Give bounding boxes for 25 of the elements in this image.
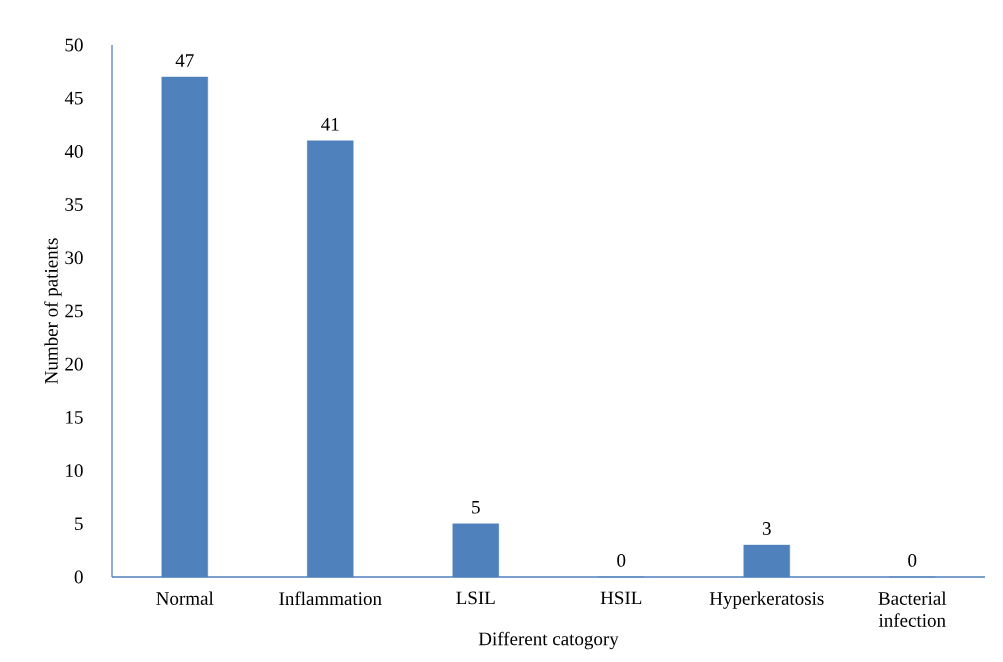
data-label: 0: [908, 553, 917, 567]
y-tick-label: 30: [65, 251, 83, 265]
y-tick-label: 0: [74, 570, 83, 584]
x-tick-label: Inflammation: [279, 591, 382, 606]
y-tick-label: 15: [66, 411, 83, 424]
x-tick-label: Hyperkeratosis: [709, 591, 824, 609]
y-tick-label: 10: [66, 464, 83, 477]
x-tick-label: LSIL: [456, 591, 495, 605]
data-label: 5: [472, 500, 480, 514]
y-tick-label: 40: [64, 144, 83, 158]
y-tick-label: 20: [65, 357, 83, 371]
data-label: 41: [321, 118, 339, 131]
data-label: 47: [175, 54, 194, 67]
y-tick-label: 25: [65, 304, 83, 318]
x-tick-label: Bacterial infection: [878, 591, 947, 627]
data-label: 0: [617, 553, 626, 567]
y-tick-label: 35: [65, 198, 83, 211]
y-tick-label: 50: [65, 38, 83, 52]
y-tick-label: 45: [64, 91, 83, 105]
y-tick-label: 5: [75, 517, 83, 531]
x-tick-label: HSIL: [600, 591, 642, 605]
data-label: 3: [762, 522, 771, 535]
y-axis-title: Number of patients: [44, 238, 62, 384]
x-tick-label: Normal: [156, 591, 214, 605]
x-axis-title: Different catogory: [478, 631, 619, 650]
